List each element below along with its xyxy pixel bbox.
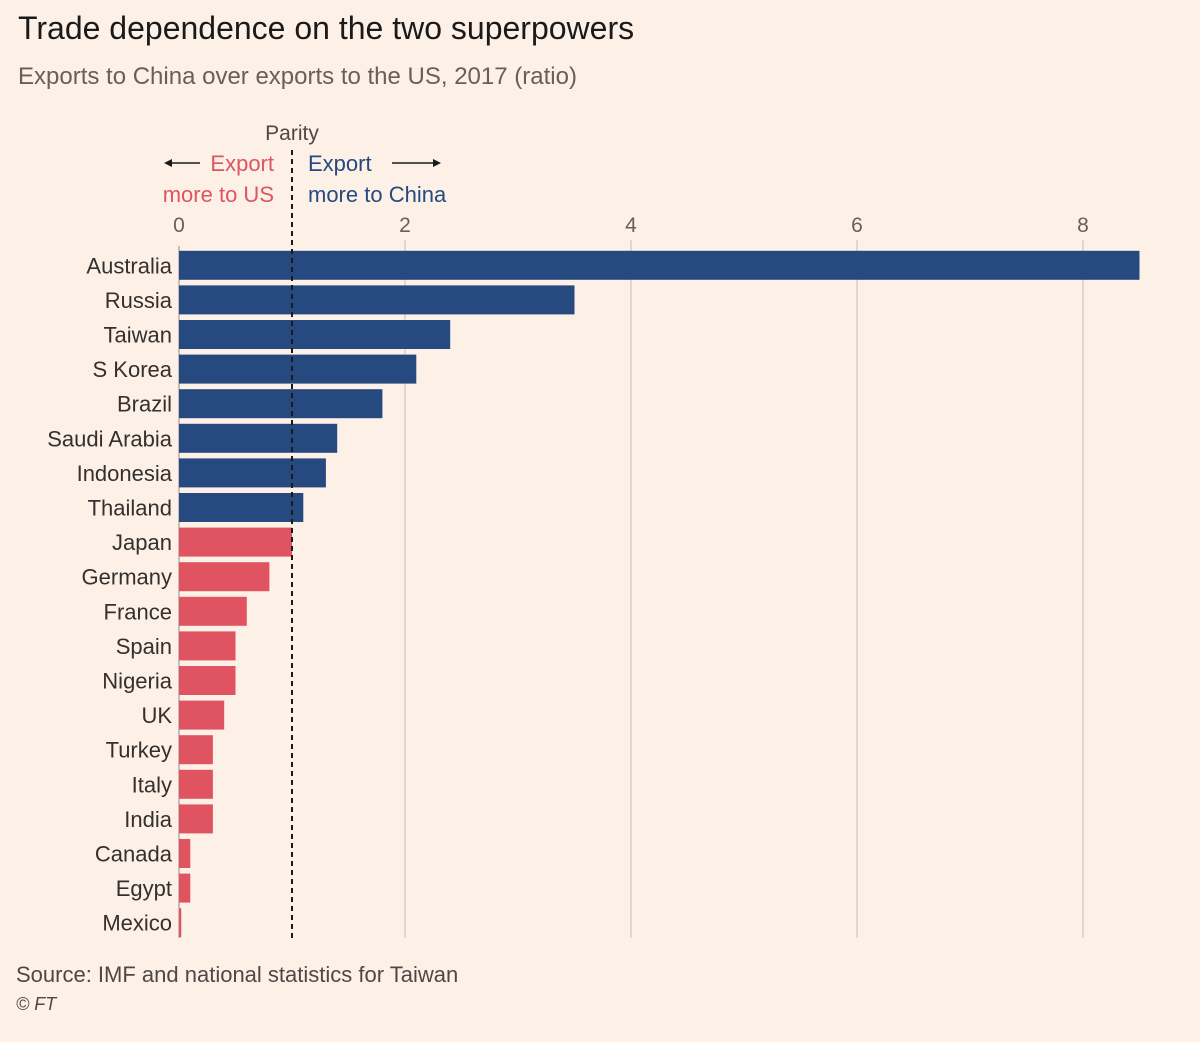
bar-taiwan: [179, 320, 451, 349]
annotation-left-line2: more to US: [163, 182, 274, 207]
x-tick-label: 4: [625, 214, 637, 237]
category-label: Egypt: [116, 876, 172, 901]
bar-spain: [179, 631, 236, 661]
source-note: Source: IMF and national statistics for …: [16, 962, 459, 987]
annotation-right-line1: Export: [308, 151, 372, 176]
ft-credit: © FT: [16, 994, 57, 1014]
category-label: Brazil: [117, 392, 172, 417]
bar-s-korea: [179, 354, 417, 384]
bar-egypt: [179, 873, 191, 903]
category-label: Mexico: [102, 911, 172, 936]
category-label: Japan: [112, 530, 172, 555]
bar-russia: [179, 285, 575, 315]
parity-label: Parity: [265, 122, 319, 145]
x-tick-label: 2: [399, 214, 411, 237]
annotation-left-line1: Export: [210, 151, 274, 176]
category-label: Russia: [105, 288, 173, 313]
bar-indonesia: [179, 458, 326, 488]
category-label: Spain: [116, 634, 172, 659]
bar-saudi-arabia: [179, 423, 338, 453]
category-label: Thailand: [88, 496, 172, 521]
category-label: Australia: [86, 253, 172, 278]
bar-india: [179, 804, 213, 834]
category-label: Indonesia: [77, 461, 173, 486]
category-label: Saudi Arabia: [47, 426, 173, 451]
arrow-right-icon: [392, 159, 441, 167]
bar-thailand: [179, 493, 304, 522]
chart-title: Trade dependence on the two superpowers: [18, 10, 635, 46]
category-label: UK: [141, 703, 172, 728]
category-label: Germany: [82, 565, 172, 590]
bar-nigeria: [179, 666, 236, 695]
category-labels: Australia Russia Taiwan S Korea Brazil Saudi …: [47, 253, 173, 935]
category-label: Nigeria: [102, 669, 172, 694]
category-label: Canada: [95, 842, 173, 867]
category-label: India: [124, 807, 172, 832]
bar-italy: [179, 769, 213, 799]
bar-mexico: [179, 908, 182, 938]
category-label: Taiwan: [104, 323, 172, 348]
category-label: France: [104, 599, 172, 624]
bar-uk: [179, 700, 225, 730]
bar-france: [179, 596, 247, 626]
category-label: Turkey: [106, 738, 172, 763]
category-label: Italy: [132, 772, 172, 797]
category-label: S Korea: [93, 357, 173, 382]
bar-brazil: [179, 389, 383, 419]
bar-japan: [179, 527, 292, 557]
bar-australia: [179, 250, 1140, 280]
arrow-left-icon: [164, 159, 200, 167]
bars: [179, 250, 1140, 938]
x-tick-label: 8: [1077, 214, 1089, 237]
bar-canada: [179, 839, 191, 868]
bar-turkey: [179, 735, 213, 765]
annotation-right-line2: more to China: [308, 182, 447, 207]
bar-germany: [179, 562, 270, 592]
x-tick-label: 6: [851, 214, 863, 237]
chart-subtitle: Exports to China over exports to the US,…: [18, 63, 577, 90]
x-axis-ticks: 0 2 4 6 8: [173, 214, 1089, 237]
x-tick-label: 0: [173, 214, 185, 237]
